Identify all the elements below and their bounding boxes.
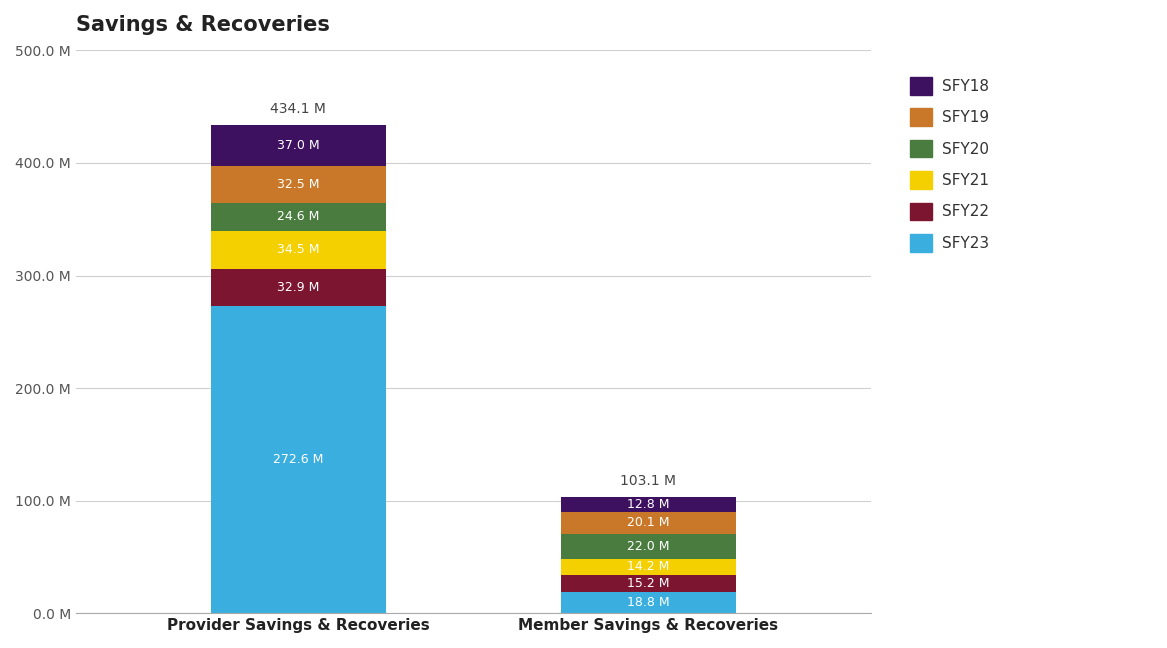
Text: 434.1 M: 434.1 M xyxy=(271,102,327,115)
Legend: SFY18, SFY19, SFY20, SFY21, SFY22, SFY23: SFY18, SFY19, SFY20, SFY21, SFY22, SFY23 xyxy=(902,69,997,259)
Text: 272.6 M: 272.6 M xyxy=(273,453,323,467)
Bar xyxy=(211,167,386,203)
Text: 15.2 M: 15.2 M xyxy=(627,577,670,590)
Text: 24.6 M: 24.6 M xyxy=(278,210,320,223)
Bar xyxy=(561,511,736,534)
Bar xyxy=(211,307,386,613)
Text: 20.1 M: 20.1 M xyxy=(627,516,670,529)
Text: 32.9 M: 32.9 M xyxy=(278,281,320,294)
Text: Savings & Recoveries: Savings & Recoveries xyxy=(76,15,329,35)
Bar xyxy=(561,592,736,613)
Bar xyxy=(561,497,736,511)
Text: 18.8 M: 18.8 M xyxy=(627,596,670,609)
Bar xyxy=(561,534,736,559)
Bar xyxy=(211,270,386,307)
Bar xyxy=(211,203,386,231)
Bar xyxy=(211,124,386,167)
Text: 32.5 M: 32.5 M xyxy=(278,178,320,191)
Text: 103.1 M: 103.1 M xyxy=(621,474,677,488)
Bar xyxy=(561,559,736,575)
Text: 22.0 M: 22.0 M xyxy=(627,540,670,553)
Bar xyxy=(211,231,386,270)
Text: 37.0 M: 37.0 M xyxy=(277,139,320,152)
Text: 34.5 M: 34.5 M xyxy=(278,244,320,257)
Text: 12.8 M: 12.8 M xyxy=(627,498,670,511)
Text: 14.2 M: 14.2 M xyxy=(627,561,670,573)
Bar xyxy=(561,575,736,592)
